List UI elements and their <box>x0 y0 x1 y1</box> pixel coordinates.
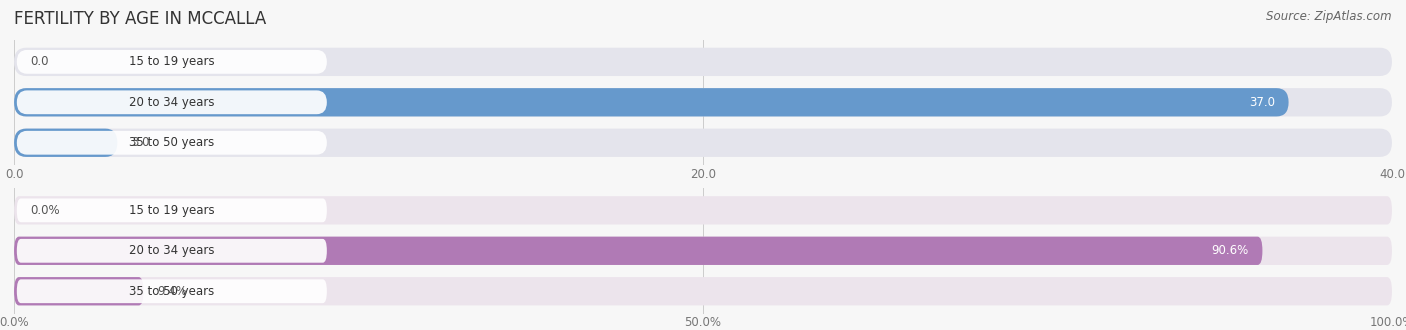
FancyBboxPatch shape <box>14 277 143 305</box>
Text: 35 to 50 years: 35 to 50 years <box>129 136 215 149</box>
Text: 15 to 19 years: 15 to 19 years <box>129 55 215 68</box>
FancyBboxPatch shape <box>14 88 1289 116</box>
FancyBboxPatch shape <box>14 129 118 157</box>
Text: 0.0%: 0.0% <box>31 204 60 217</box>
FancyBboxPatch shape <box>14 88 1392 116</box>
Text: Source: ZipAtlas.com: Source: ZipAtlas.com <box>1267 10 1392 23</box>
Text: 37.0: 37.0 <box>1249 96 1275 109</box>
FancyBboxPatch shape <box>17 90 326 114</box>
FancyBboxPatch shape <box>14 48 1392 76</box>
FancyBboxPatch shape <box>14 196 1392 224</box>
FancyBboxPatch shape <box>17 280 326 303</box>
Text: 3.0: 3.0 <box>131 136 149 149</box>
FancyBboxPatch shape <box>17 239 326 263</box>
Text: 9.4%: 9.4% <box>157 285 187 298</box>
Text: 15 to 19 years: 15 to 19 years <box>129 204 215 217</box>
FancyBboxPatch shape <box>17 131 326 155</box>
Text: 20 to 34 years: 20 to 34 years <box>129 244 215 257</box>
FancyBboxPatch shape <box>14 277 1392 305</box>
Text: 20 to 34 years: 20 to 34 years <box>129 96 215 109</box>
Text: 90.6%: 90.6% <box>1212 244 1249 257</box>
FancyBboxPatch shape <box>14 129 1392 157</box>
FancyBboxPatch shape <box>14 237 1263 265</box>
FancyBboxPatch shape <box>14 237 1392 265</box>
Text: 0.0: 0.0 <box>31 55 49 68</box>
Text: 35 to 50 years: 35 to 50 years <box>129 285 215 298</box>
FancyBboxPatch shape <box>17 50 326 74</box>
Text: FERTILITY BY AGE IN MCCALLA: FERTILITY BY AGE IN MCCALLA <box>14 10 266 28</box>
FancyBboxPatch shape <box>17 198 326 222</box>
